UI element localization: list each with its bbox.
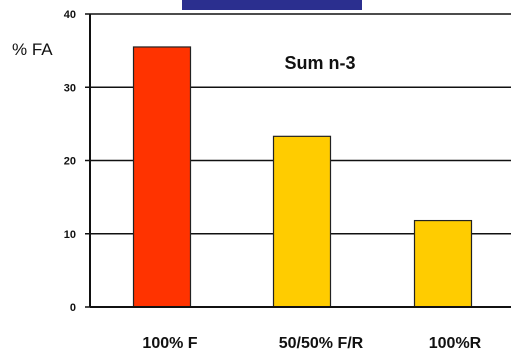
bar-2 [413, 219, 473, 308]
bar-1 [272, 135, 332, 308]
x-category-label: 100%R [429, 335, 482, 352]
chart-annotation: Sum n-3 [284, 53, 355, 73]
bars [132, 46, 473, 308]
y-tick-label: 0 [70, 302, 76, 314]
x-category-label: 100% F [142, 335, 197, 352]
bar-0 [132, 46, 192, 308]
y-tick-label: 10 [64, 229, 76, 241]
y-tick-label: 30 [64, 82, 76, 94]
y-tick-label: 20 [64, 156, 76, 168]
y-tick-label: 40 [64, 9, 76, 21]
y-ticks: 0 10 20 30 40 [64, 9, 90, 314]
x-category-label: 50/50% F/R [279, 335, 364, 352]
header-bar [182, 0, 362, 10]
y-axis-label: % FA [12, 40, 53, 59]
x-labels: 100% F 50/50% F/R 100%R [142, 335, 481, 352]
